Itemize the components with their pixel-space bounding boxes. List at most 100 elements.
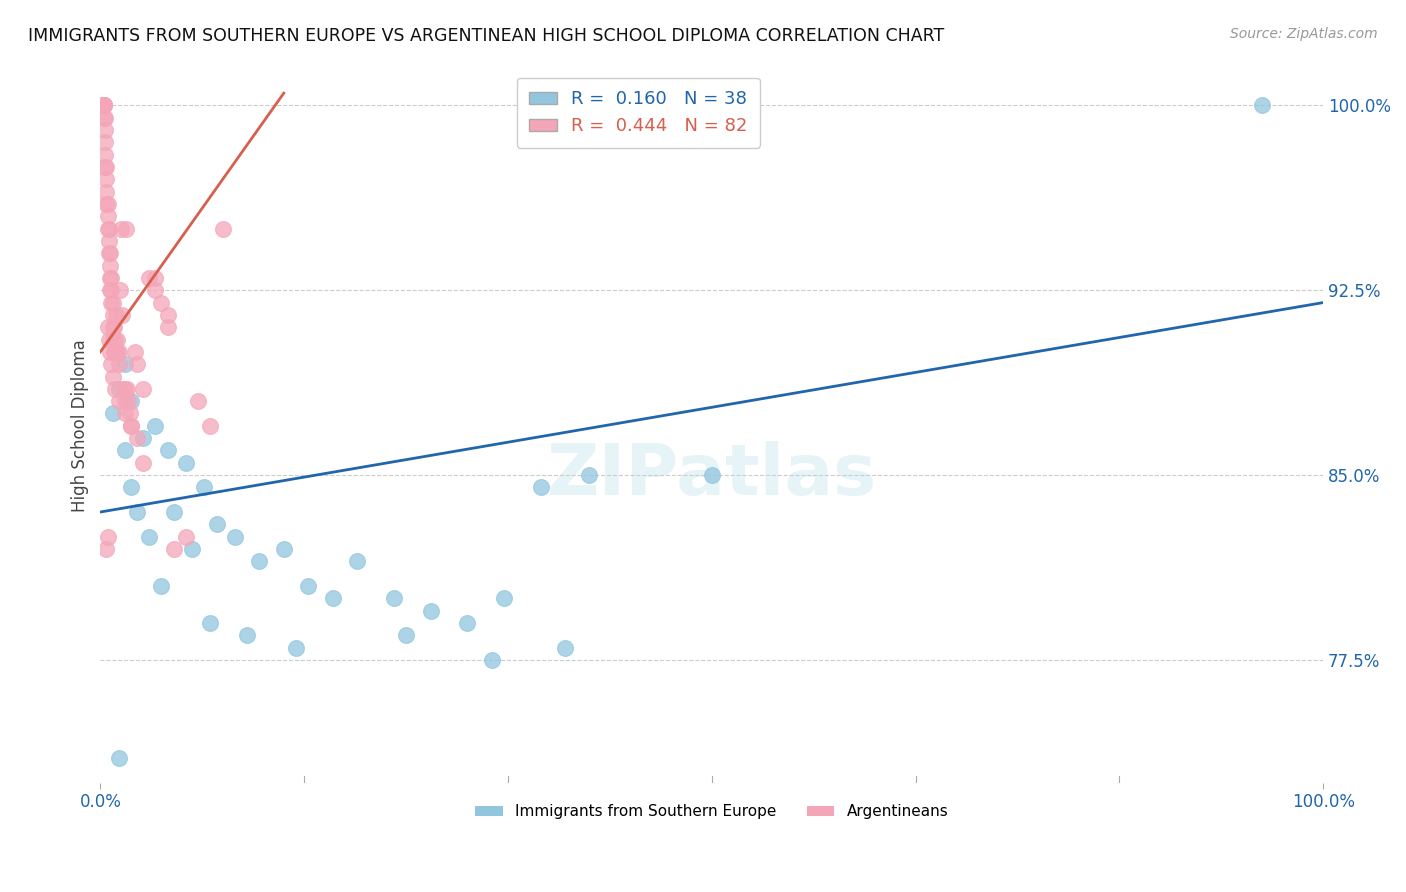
Point — [93, 98, 115, 112]
Point — [110, 221, 132, 235]
Point — [96, 185, 118, 199]
Point — [94, 123, 117, 137]
Point — [94, 136, 117, 150]
Point — [247, 554, 270, 568]
Point — [117, 382, 139, 396]
Point — [107, 394, 129, 409]
Point — [700, 468, 723, 483]
Point — [105, 344, 128, 359]
Point — [419, 603, 441, 617]
Point — [101, 308, 124, 322]
Point — [132, 431, 155, 445]
Point — [395, 628, 418, 642]
Point — [98, 344, 121, 359]
Point — [112, 382, 135, 396]
Point — [94, 160, 117, 174]
Y-axis label: High School Diploma: High School Diploma — [72, 339, 89, 512]
Point — [97, 234, 120, 248]
Point — [163, 541, 186, 556]
Point — [105, 308, 128, 322]
Point — [200, 615, 222, 630]
Text: Source: ZipAtlas.com: Source: ZipAtlas.com — [1230, 27, 1378, 41]
Point — [456, 615, 478, 630]
Point — [193, 480, 215, 494]
Point — [93, 111, 115, 125]
Point — [138, 271, 160, 285]
Point — [118, 407, 141, 421]
Point — [91, 98, 114, 112]
Point — [104, 333, 127, 347]
Point — [98, 246, 121, 260]
Point — [91, 98, 114, 112]
Point — [111, 308, 134, 322]
Point — [174, 530, 197, 544]
Point — [346, 554, 368, 568]
Text: IMMIGRANTS FROM SOUTHERN EUROPE VS ARGENTINEAN HIGH SCHOOL DIPLOMA CORRELATION C: IMMIGRANTS FROM SOUTHERN EUROPE VS ARGEN… — [28, 27, 945, 45]
Point — [1251, 98, 1274, 112]
Legend: Immigrants from Southern Europe, Argentineans: Immigrants from Southern Europe, Argenti… — [470, 798, 955, 825]
Point — [224, 530, 246, 544]
Point — [97, 221, 120, 235]
Point — [104, 344, 127, 359]
Point — [156, 308, 179, 322]
Point — [145, 283, 167, 297]
Point — [97, 246, 120, 260]
Point — [97, 333, 120, 347]
Point — [125, 357, 148, 371]
Point — [285, 640, 308, 655]
Point — [96, 197, 118, 211]
Point — [114, 407, 136, 421]
Point — [125, 431, 148, 445]
Point — [132, 382, 155, 396]
Point — [492, 591, 515, 606]
Point — [578, 468, 600, 483]
Point — [98, 271, 121, 285]
Point — [100, 357, 122, 371]
Point — [91, 98, 114, 112]
Point — [200, 418, 222, 433]
Point — [382, 591, 405, 606]
Point — [100, 295, 122, 310]
Point — [236, 628, 259, 642]
Point — [322, 591, 344, 606]
Point — [138, 530, 160, 544]
Point — [97, 210, 120, 224]
Point — [103, 344, 125, 359]
Point — [93, 98, 115, 112]
Point — [114, 382, 136, 396]
Point — [115, 221, 138, 235]
Point — [211, 221, 233, 235]
Point — [187, 394, 209, 409]
Point — [125, 505, 148, 519]
Point — [124, 344, 146, 359]
Point — [120, 480, 142, 494]
Point — [120, 418, 142, 433]
Point — [156, 320, 179, 334]
Point — [93, 98, 115, 112]
Point — [107, 751, 129, 765]
Point — [96, 172, 118, 186]
Point — [120, 418, 142, 433]
Point — [163, 505, 186, 519]
Point — [481, 653, 503, 667]
Point — [150, 579, 173, 593]
Point — [107, 344, 129, 359]
Point — [93, 98, 115, 112]
Point — [107, 344, 129, 359]
Point — [94, 147, 117, 161]
Point — [150, 295, 173, 310]
Point — [297, 579, 319, 593]
Point — [104, 382, 127, 396]
Point — [156, 443, 179, 458]
Point — [101, 369, 124, 384]
Point — [97, 320, 120, 334]
Point — [132, 456, 155, 470]
Point — [114, 394, 136, 409]
Point — [554, 640, 576, 655]
Text: ZIPatlas: ZIPatlas — [547, 442, 877, 510]
Point — [100, 271, 122, 285]
Point — [94, 111, 117, 125]
Point — [108, 283, 131, 297]
Point — [101, 295, 124, 310]
Point — [98, 283, 121, 297]
